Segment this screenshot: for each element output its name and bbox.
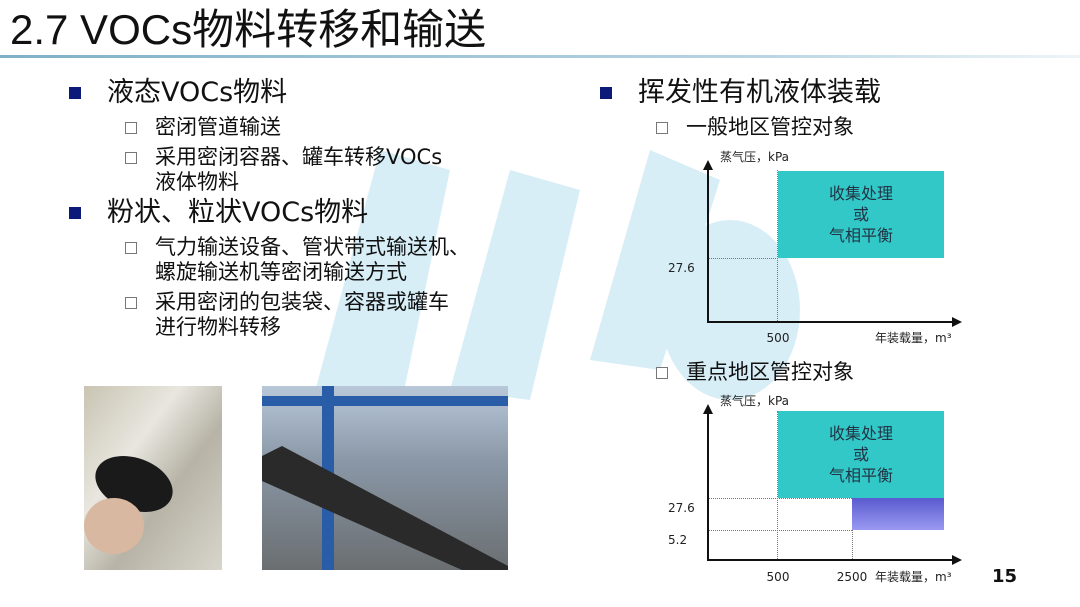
y-tick-label: 27.6 (668, 261, 695, 275)
gridline-27-6 (709, 498, 852, 499)
gridline-5-2 (709, 530, 852, 531)
list-item-line: 进行物料转移 (155, 315, 281, 339)
region-text: 收集处理 (828, 424, 893, 443)
x-axis (707, 321, 952, 323)
section-heading-loading: 挥发性有机液体装载 (600, 77, 881, 109)
section-heading-liquid: 液态VOCs物料 (69, 77, 288, 109)
gridline-27-6 (709, 258, 778, 259)
list-item-line: 液体物料 (155, 170, 239, 194)
x-axis-label: 年装载量，m³ (875, 570, 952, 584)
gridline-500 (777, 170, 778, 321)
page-number: 15 (992, 566, 1018, 587)
section-heading-powder: 粉状、粒状VOCs物料 (69, 197, 369, 229)
photo-pipe-conveyor (262, 386, 508, 570)
y-tick-label: 5.2 (668, 533, 688, 547)
list-item-line: 螺旋输送机等密闭输送方式 (155, 260, 407, 284)
region-text: 气相平衡 (828, 466, 893, 485)
region-text: 或 (852, 205, 869, 224)
list-item-line: 采用密闭的包装袋、容器或罐车 (155, 290, 449, 314)
x-tick-label: 500 (766, 331, 790, 345)
section-heading-text: 液态VOCs物料 (107, 77, 288, 108)
list-item-line: 采用密闭容器、罐车转移VOCs (155, 145, 443, 169)
section-heading-text: 挥发性有机液体装载 (638, 77, 881, 108)
x-axis-label: 年装载量，m³ (875, 331, 952, 345)
slide-title: 2.7 VOCs物料转移和输送 (10, 6, 487, 53)
y-axis-arrow-icon (703, 160, 713, 170)
region-collect-or-balance: 收集处理 或 气相平衡 (778, 411, 944, 498)
chart-subtitle-key: 重点地区管控对象 (656, 360, 854, 385)
x-tick-label: 500 (766, 570, 790, 584)
x-axis (707, 559, 952, 561)
x-tick-label: 2500 (836, 570, 868, 584)
watermark-logo (310, 150, 800, 410)
square-bullet-icon (69, 207, 81, 219)
list-item-line: 气力输送设备、管状带式输送机、 (155, 235, 470, 259)
y-axis-label: 蒸气压，kPa (720, 394, 790, 408)
photo-powder-bag (84, 386, 222, 570)
y-axis-arrow-icon (703, 404, 713, 414)
chart-subtitle-general: 一般地区管控对象 (656, 115, 854, 140)
hollow-bullet-icon (125, 122, 137, 134)
y-axis (707, 414, 709, 561)
x-axis-arrow-icon (952, 555, 962, 565)
region-text: 气相平衡 (828, 226, 893, 245)
region-secondary (852, 498, 944, 530)
y-axis (707, 170, 709, 323)
list-item-line: 密闭管道输送 (155, 115, 281, 139)
region-text: 或 (852, 445, 869, 464)
region-text: 收集处理 (828, 184, 893, 203)
x-axis-arrow-icon (952, 317, 962, 327)
hollow-bullet-icon (125, 242, 137, 254)
y-tick-label: 27.6 (668, 501, 695, 515)
title-divider (0, 55, 1080, 58)
region-collect-or-balance: 收集处理 或 气相平衡 (778, 171, 944, 258)
hollow-bullet-icon (125, 152, 137, 164)
list-item: 采用密闭容器、罐车转移VOCs 液体物料 (125, 145, 443, 195)
hollow-bullet-icon (656, 122, 668, 134)
gridline-500 (777, 411, 778, 559)
subtitle-text: 重点地区管控对象 (686, 360, 854, 384)
subtitle-text: 一般地区管控对象 (686, 115, 854, 139)
list-item: 气力输送设备、管状带式输送机、 螺旋输送机等密闭输送方式 (125, 235, 470, 285)
list-item: 密闭管道输送 (125, 115, 281, 140)
square-bullet-icon (600, 87, 612, 99)
list-item: 采用密闭的包装袋、容器或罐车 进行物料转移 (125, 290, 449, 340)
hollow-bullet-icon (125, 297, 137, 309)
section-heading-text: 粉状、粒状VOCs物料 (107, 197, 369, 228)
y-axis-label: 蒸气压，kPa (720, 150, 790, 164)
hollow-bullet-icon (656, 367, 668, 379)
square-bullet-icon (69, 87, 81, 99)
